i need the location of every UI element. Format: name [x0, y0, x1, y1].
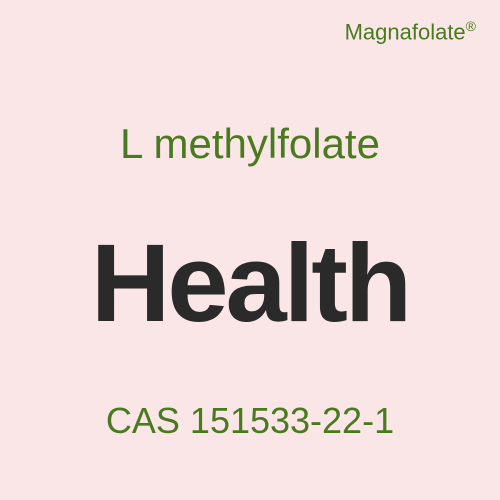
cas-number: CAS 151533-22-1: [106, 400, 394, 442]
compound-title: L methylfolate: [120, 120, 380, 168]
brand-label: Magnafolate®: [345, 18, 476, 45]
brand-name: Magnafolate: [345, 19, 466, 44]
main-heading: Health: [91, 220, 409, 347]
registered-symbol: ®: [466, 18, 476, 34]
